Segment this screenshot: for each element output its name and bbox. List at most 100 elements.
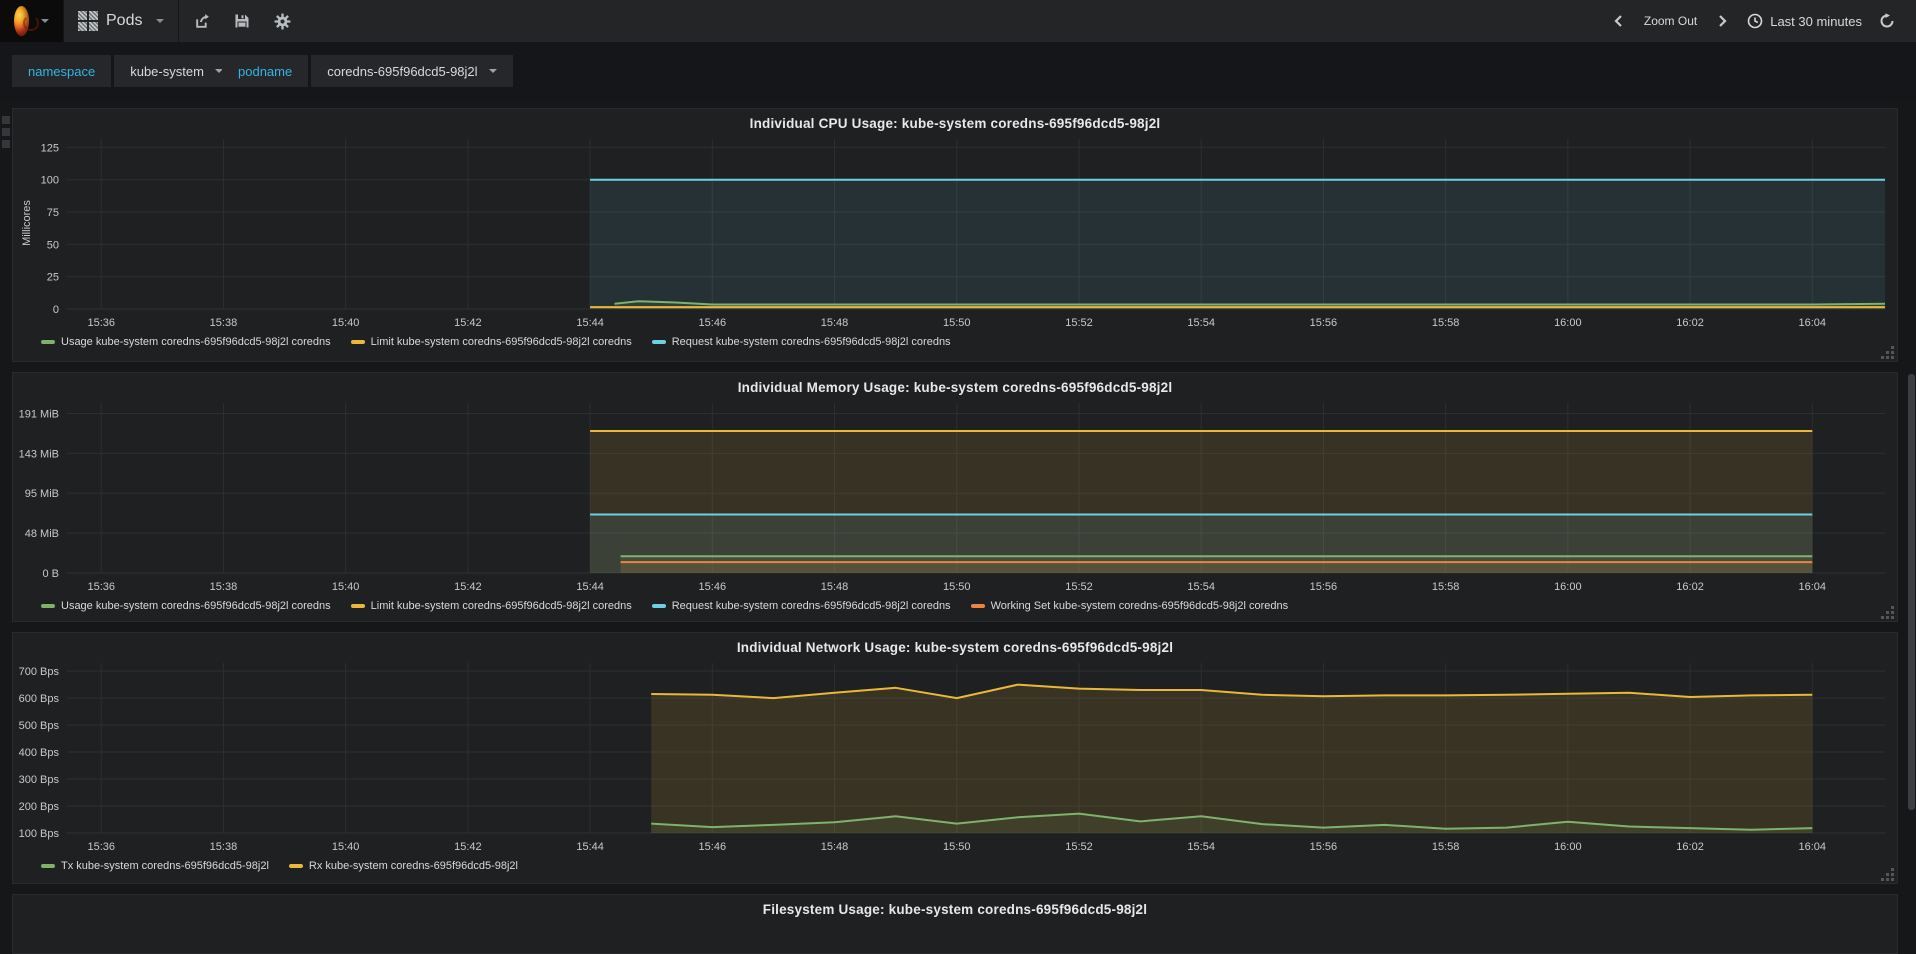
- refresh-button[interactable]: [1872, 6, 1902, 36]
- y-tick-label: 48 MiB: [25, 528, 59, 540]
- x-tick-label: 16:02: [1676, 317, 1704, 329]
- clock-icon: [1747, 13, 1763, 29]
- x-tick-label: 16:04: [1799, 581, 1827, 593]
- legend-label: Rx kube-system coredns-695f96dcd5-98j2l: [308, 860, 518, 872]
- x-tick-label: 15:42: [454, 841, 482, 853]
- x-tick-label: 15:58: [1432, 841, 1460, 853]
- y-tick-label: 100: [41, 175, 59, 187]
- network-chart-legend: Tx kube-system coredns-695f96dcd5-98j2l R…: [41, 860, 518, 872]
- x-tick-label: 15:46: [699, 581, 727, 593]
- x-tick-label: 16:02: [1676, 841, 1704, 853]
- x-tick-label: 15:52: [1065, 841, 1093, 853]
- x-tick-label: 16:00: [1554, 841, 1582, 853]
- share-button[interactable]: [187, 6, 217, 36]
- legend-label: Usage kube-system coredns-695f96dcd5-98j…: [61, 336, 331, 348]
- variable-namespace-dropdown[interactable]: kube-system: [114, 55, 239, 87]
- legend-item[interactable]: Tx kube-system coredns-695f96dcd5-98j2l: [41, 860, 269, 872]
- legend-item[interactable]: Usage kube-system coredns-695f96dcd5-98j…: [41, 336, 331, 348]
- chevron-down-icon: [488, 69, 497, 73]
- legend-item[interactable]: Request kube-system coredns-695f96dcd5-9…: [651, 600, 951, 612]
- legend-item[interactable]: Limit kube-system coredns-695f96dcd5-98j…: [350, 336, 632, 348]
- x-tick-label: 15:50: [943, 317, 971, 329]
- x-tick-label: 15:46: [699, 841, 727, 853]
- page-scrollbar: [1908, 0, 1915, 920]
- panel-title[interactable]: Individual Memory Usage: kube-system cor…: [737, 380, 1173, 395]
- time-range-label: Last 30 minutes: [1770, 13, 1862, 29]
- time-shift-back-button[interactable]: [1604, 6, 1634, 36]
- legend-item[interactable]: Working Set kube-system coredns-695f96dc…: [970, 600, 1289, 612]
- x-tick-label: 15:36: [87, 841, 115, 853]
- panel-title[interactable]: Individual Network Usage: kube-system co…: [736, 640, 1174, 655]
- y-tick-label: 400 Bps: [19, 747, 60, 759]
- legend-swatch-icon: [41, 340, 55, 344]
- legend-label: Limit kube-system coredns-695f96dcd5-98j…: [370, 600, 632, 612]
- panel-cpu-usage: Individual CPU Usage: kube-system coredn…: [12, 108, 1898, 362]
- x-tick-label: 15:44: [576, 841, 604, 853]
- y-tick-label: 0: [53, 304, 59, 316]
- panel-title[interactable]: Filesystem Usage: kube-system coredns-69…: [762, 902, 1148, 917]
- cpu-chart-plot[interactable]: 0 25 50 75 100 125 15:36 15:38 15:40 15:42 15:44 15…: [13, 109, 1897, 333]
- chevron-left-icon: [1614, 15, 1622, 27]
- legend-item[interactable]: Request kube-system coredns-695f96dcd5-9…: [651, 336, 951, 348]
- x-tick-label: 15:40: [332, 841, 360, 853]
- x-tick-label: 15:40: [332, 581, 360, 593]
- row-drag-handle[interactable]: [2, 116, 10, 148]
- x-tick-label: 15:40: [332, 317, 360, 329]
- x-tick-label: 15:44: [576, 317, 604, 329]
- zoom-out-button[interactable]: Zoom Out: [1643, 14, 1698, 28]
- y-tick-label: 0 B: [42, 568, 59, 580]
- scrollbar-thumb[interactable]: [1908, 374, 1915, 810]
- time-range-picker[interactable]: Last 30 minutes: [1747, 6, 1862, 36]
- x-tick-label: 15:58: [1432, 581, 1460, 593]
- x-tick-label: 15:48: [821, 581, 849, 593]
- variable-podname-dropdown[interactable]: coredns-695f96dcd5-98j2l: [311, 55, 513, 87]
- cpu-chart-legend: Usage kube-system coredns-695f96dcd5-98j…: [41, 336, 951, 348]
- memory-chart-plot[interactable]: 0 B 48 MiB 95 MiB 143 MiB 191 MiB 15:36 15:38 1…: [13, 373, 1897, 597]
- legend-swatch-icon: [350, 604, 365, 608]
- x-tick-label: 15:36: [87, 317, 115, 329]
- x-tick-label: 16:02: [1676, 581, 1704, 593]
- refresh-icon: [1880, 13, 1894, 28]
- y-tick-label: 25: [47, 272, 59, 284]
- panel-title[interactable]: Individual CPU Usage: kube-system coredn…: [749, 116, 1161, 131]
- dashboard-grid-icon: [78, 11, 98, 31]
- legend-swatch-icon: [350, 340, 365, 344]
- x-tick-label: 15:46: [699, 317, 727, 329]
- y-tick-label: 143 MiB: [19, 448, 59, 460]
- legend-item[interactable]: Usage kube-system coredns-695f96dcd5-98j…: [41, 600, 331, 612]
- panel-network-usage: Individual Network Usage: kube-system co…: [12, 632, 1898, 884]
- x-tick-label: 16:04: [1799, 841, 1827, 853]
- x-tick-label: 15:36: [87, 581, 115, 593]
- legend-swatch-icon: [288, 864, 303, 868]
- x-tick-label: 15:54: [1187, 317, 1215, 329]
- grafana-menu-button[interactable]: [0, 0, 64, 42]
- panel-memory-usage: Individual Memory Usage: kube-system cor…: [12, 372, 1898, 622]
- x-tick-label: 15:50: [943, 581, 971, 593]
- x-tick-label: 15:52: [1065, 581, 1093, 593]
- y-tick-label: 50: [47, 239, 59, 251]
- settings-button[interactable]: [267, 6, 297, 36]
- panel-resize-handle[interactable]: [1881, 346, 1894, 359]
- dashboard-picker[interactable]: Pods: [64, 0, 180, 42]
- y-tick-label: 700 Bps: [19, 666, 60, 678]
- legend-label: Working Set kube-system coredns-695f96dc…: [990, 600, 1289, 612]
- panel-filesystem-usage: Filesystem Usage: kube-system coredns-69…: [12, 894, 1898, 954]
- x-tick-label: 15:54: [1187, 581, 1215, 593]
- x-tick-label: 15:54: [1187, 841, 1215, 853]
- legend-swatch-icon: [41, 864, 55, 868]
- panel-resize-handle[interactable]: [1881, 868, 1894, 881]
- share-icon: [196, 13, 209, 28]
- legend-swatch-icon: [970, 604, 985, 608]
- x-tick-label: 15:38: [210, 841, 238, 853]
- y-tick-label: 75: [47, 207, 59, 219]
- legend-swatch-icon: [651, 340, 666, 344]
- y-tick-label: 200 Bps: [19, 801, 60, 813]
- panel-resize-handle[interactable]: [1881, 606, 1894, 619]
- submenu-variables: namespace kube-system podname coredns-69…: [0, 42, 1916, 100]
- save-button[interactable]: [227, 6, 257, 36]
- x-tick-label: 15:56: [1310, 317, 1338, 329]
- legend-item[interactable]: Rx kube-system coredns-695f96dcd5-98j2l: [288, 860, 518, 872]
- time-shift-forward-button[interactable]: [1707, 6, 1737, 36]
- network-chart-plot[interactable]: 100 Bps 200 Bps 300 Bps 400 Bps 500 Bps 600 B…: [13, 633, 1897, 857]
- legend-item[interactable]: Limit kube-system coredns-695f96dcd5-98j…: [350, 600, 632, 612]
